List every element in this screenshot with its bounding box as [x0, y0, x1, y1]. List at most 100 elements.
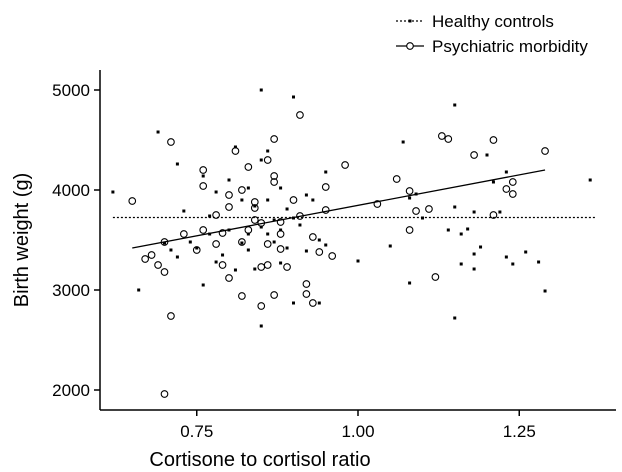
psych-point: [321, 183, 330, 191]
healthy-point: [201, 283, 205, 287]
psych-point: [257, 263, 266, 271]
y-tick-label: 5000: [52, 81, 90, 100]
healthy-point: [279, 261, 283, 265]
healthy-point: [356, 259, 360, 263]
y-tick-label: 3000: [52, 281, 90, 300]
legend: Healthy controls Psychiatric morbidity: [396, 12, 588, 56]
healthy-point: [227, 228, 231, 232]
healthy-point: [201, 174, 205, 178]
psych-point: [199, 182, 208, 190]
healthy-point: [266, 149, 270, 153]
healthy-point: [472, 252, 476, 256]
healthy-point: [511, 262, 515, 266]
psych-point: [225, 191, 233, 199]
legend-psych-marker: [406, 42, 414, 50]
healthy-point: [446, 228, 450, 232]
psych-point: [192, 246, 201, 254]
psych-point: [489, 211, 498, 219]
healthy-point: [208, 214, 212, 218]
psych-point: [508, 178, 517, 186]
healthy-point: [524, 250, 528, 254]
psych-point: [231, 147, 240, 155]
psych-point: [425, 205, 433, 213]
legend-psych-label: Psychiatric morbidity: [432, 37, 588, 56]
psych-point: [296, 212, 304, 220]
healthy-point: [233, 145, 237, 149]
psych-point: [431, 273, 440, 281]
psych-point: [244, 163, 253, 171]
psych-point: [238, 292, 246, 300]
psych-point: [199, 166, 208, 174]
healthy-point: [279, 186, 283, 190]
healthy-point: [227, 178, 231, 182]
healthy-point: [504, 255, 508, 259]
psych-point: [244, 226, 253, 234]
healthy-point: [175, 162, 179, 166]
healthy-point: [292, 95, 295, 99]
psych-point: [270, 178, 279, 186]
healthy-point: [163, 241, 166, 245]
healthy-point: [453, 103, 457, 107]
healthy-point: [304, 249, 308, 253]
healthy-point: [504, 170, 508, 174]
healthy-point: [459, 262, 463, 266]
healthy-point: [408, 196, 412, 200]
healthy-point: [246, 232, 250, 236]
psych-point: [225, 274, 233, 282]
psych-point: [154, 261, 162, 269]
psych-point: [263, 240, 272, 248]
healthy-point: [266, 232, 270, 236]
psych-point: [502, 185, 511, 193]
psych-point: [444, 135, 453, 143]
psych-point: [225, 203, 233, 211]
healthy-point: [253, 267, 257, 271]
healthy-point: [156, 130, 160, 134]
healthy-point: [259, 225, 263, 229]
healthy-point: [182, 209, 186, 213]
y-tick-label: 4000: [52, 181, 90, 200]
psych-point: [309, 233, 317, 241]
healthy-point: [537, 260, 541, 264]
fit-lines: [112, 169, 597, 249]
psych-point: [238, 186, 246, 194]
healthy-point: [285, 207, 289, 211]
healthy-point: [324, 170, 328, 174]
psych-point: [250, 216, 259, 224]
healthy-point: [317, 238, 321, 242]
y-axis-title: Birth weight (g): [11, 173, 33, 308]
psych-point: [321, 206, 330, 214]
healthy-point: [298, 223, 302, 227]
healthy-point: [292, 216, 295, 220]
psych-point: [238, 238, 246, 246]
healthy-point: [472, 210, 476, 214]
healthy-point: [479, 245, 483, 249]
healthy-point: [388, 244, 392, 248]
psych-point: [405, 187, 414, 195]
healthy-point: [485, 153, 489, 157]
psych-point: [315, 248, 324, 256]
healthy-point: [111, 190, 115, 194]
psych-point: [270, 135, 279, 143]
healthy-point: [408, 281, 412, 285]
healthy-point: [466, 227, 470, 231]
psych-point: [412, 207, 420, 215]
psych-point: [212, 211, 220, 219]
healthy-point: [188, 240, 192, 244]
psych-point: [270, 291, 279, 299]
healthy-point: [259, 324, 263, 328]
healthy-point: [246, 248, 250, 252]
psych-point: [160, 268, 169, 276]
healthy-point: [214, 260, 218, 264]
psych-point: [302, 290, 311, 298]
psych-point: [296, 111, 304, 119]
psych-point: [160, 238, 169, 246]
psych-point: [218, 261, 227, 269]
psych-point: [328, 252, 337, 260]
psych-fit-line: [132, 169, 546, 249]
healthy-point: [324, 243, 328, 247]
psych-point: [212, 240, 220, 248]
psych-point: [309, 299, 317, 307]
psych-point: [270, 172, 279, 180]
healthy-point: [208, 232, 212, 236]
healthy-point: [292, 301, 295, 305]
